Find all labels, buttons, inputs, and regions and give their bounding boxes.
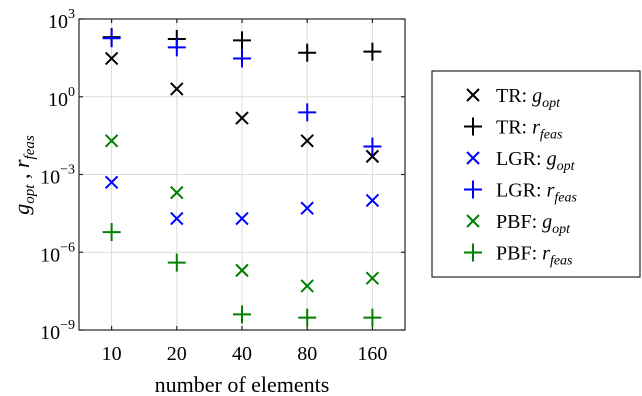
point-lgr-r-feas — [363, 137, 382, 156]
point-pbf-r-feas — [233, 305, 251, 324]
x-stroke — [466, 151, 480, 165]
point-tr-r-feas — [298, 43, 317, 62]
point-pbf-r-feas — [102, 223, 121, 242]
x-stroke — [104, 175, 119, 190]
y-tick-label: 10−3 — [40, 163, 75, 189]
x-stroke — [235, 111, 249, 125]
point-lgr-r-feas — [102, 29, 121, 48]
y-tick-label: 10−6 — [40, 240, 75, 266]
point-tr-r-feas — [233, 31, 251, 50]
point-pbf-g-opt — [104, 134, 119, 148]
y-tick-label: 100 — [48, 85, 75, 111]
legend-label-tr-g-opt: TR: gopt — [496, 85, 561, 111]
legend-marker-pbf-g-opt — [466, 214, 480, 228]
x-stroke — [365, 149, 380, 164]
y-tick-label: 10−9 — [40, 318, 75, 344]
point-tr-g-opt — [235, 111, 249, 125]
point-tr-g-opt — [170, 82, 184, 96]
legend-marker-lgr-g-opt — [466, 151, 480, 165]
x-stroke — [104, 134, 119, 148]
x-stroke — [365, 271, 380, 285]
x-stroke — [170, 211, 184, 226]
x-stroke — [170, 82, 184, 96]
x-stroke — [170, 185, 184, 200]
grid — [79, 19, 405, 330]
point-tr-g-opt — [365, 149, 380, 164]
legend-label-lgr-g-opt: LGR: gopt — [496, 148, 576, 174]
point-pbf-g-opt — [365, 271, 380, 285]
x-stroke — [466, 214, 480, 228]
legend-label-tr-r-feas: TR: rfeas — [496, 117, 563, 143]
point-lgr-r-feas — [233, 49, 251, 68]
point-pbf-g-opt — [300, 279, 314, 293]
x-stroke — [300, 201, 314, 215]
legend-box — [431, 70, 641, 278]
x-stroke — [365, 193, 380, 208]
point-lgr-g-opt — [300, 201, 314, 215]
point-lgr-g-opt — [365, 193, 380, 208]
x-stroke — [235, 263, 249, 278]
legend: TR: gopt TR: rfeas LGR: gopt LGR: rfeas PBF:… — [431, 70, 641, 278]
x-tick-label: 160 — [357, 343, 387, 365]
x-axis-label: number of elements — [155, 372, 330, 396]
point-pbf-r-feas — [298, 308, 317, 327]
point-lgr-r-feas — [167, 38, 186, 57]
x-tick-label: 10 — [102, 343, 122, 365]
x-stroke — [104, 51, 119, 66]
point-lgr-r-feas — [298, 103, 317, 122]
point-pbf-r-feas — [167, 253, 186, 272]
y-axis-label: gopt , rfeas — [9, 135, 38, 215]
x-stroke — [300, 279, 314, 293]
legend-marker-lgr-r-feas — [464, 180, 482, 199]
point-lgr-g-opt — [235, 211, 249, 226]
legend-label-pbf-r-feas: PBF: rfeas — [496, 243, 573, 269]
legend-marker-tr-r-feas — [464, 117, 482, 136]
x-stroke — [466, 88, 480, 102]
legend-label-lgr-r-feas: LGR: rfeas — [496, 180, 577, 206]
x-stroke — [300, 134, 314, 148]
x-tick-label: 20 — [167, 343, 187, 365]
data-marks — [102, 28, 382, 327]
x-tick-label: 80 — [297, 343, 317, 365]
point-lgr-g-opt — [170, 211, 184, 226]
point-lgr-g-opt — [104, 175, 119, 190]
ticks: 10 20 40 80 160 10−9 10−6 10−3 100 103 — [40, 7, 405, 365]
legend-marker-pbf-r-feas — [464, 243, 482, 262]
legend-label-pbf-g-opt: PBF: gopt — [496, 211, 571, 237]
point-pbf-g-opt — [170, 185, 184, 200]
point-pbf-g-opt — [235, 263, 249, 278]
x-tick-label: 40 — [232, 343, 252, 365]
point-tr-g-opt — [300, 134, 314, 148]
x-stroke — [235, 211, 249, 226]
point-tr-g-opt — [104, 51, 119, 66]
y-tick-label: 103 — [48, 7, 75, 33]
point-tr-r-feas — [363, 42, 382, 61]
point-pbf-r-feas — [363, 308, 382, 327]
legend-marker-tr-g-opt — [466, 88, 480, 102]
